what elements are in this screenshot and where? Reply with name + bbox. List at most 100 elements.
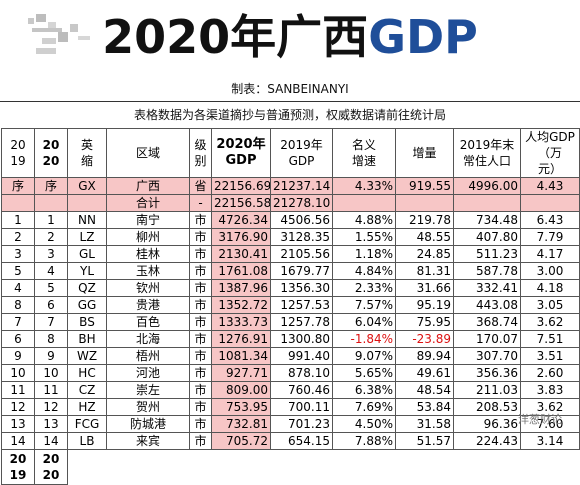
cell-gdp-2019: 1257.53: [270, 296, 333, 314]
cell-gdp-2020: 22156.69: [211, 177, 271, 195]
cell-per-capita: 7.51: [520, 330, 580, 348]
cell-gdp-2019: 3128.35: [270, 228, 333, 246]
cell-increase: 31.58: [395, 415, 454, 433]
cell-rank-2019: 14: [1, 432, 35, 450]
header-nominal-rate: 名义 增速: [332, 128, 396, 178]
cell-per-capita: 3.62: [520, 313, 580, 331]
cell-rank-2019: [1, 194, 35, 212]
footer-empty-cell: [332, 449, 396, 485]
cell-region: 玉林: [106, 262, 190, 280]
footer-rank-2019: 20 19: [1, 449, 35, 485]
cell-per-capita: 3.83: [520, 381, 580, 399]
header-increase: 增量: [395, 128, 454, 178]
cell-abbr: YL: [67, 262, 107, 280]
cell-rank-2019: 7: [1, 313, 35, 331]
cell-rank-2019: 序: [1, 177, 35, 195]
cell-abbr: [67, 194, 107, 212]
header-gdp-2019: 2019年 GDP: [270, 128, 333, 178]
cell-rank-2019: 8: [1, 296, 35, 314]
header-gdp-2020: 2020年 GDP: [211, 128, 271, 178]
cell-gdp-2020: 753.95: [211, 398, 271, 416]
header-population-line: 2019年末: [459, 138, 515, 152]
cell-increase: 95.19: [395, 296, 454, 314]
cell-rank-2019: 6: [1, 330, 35, 348]
header-abbr-line: 英: [80, 138, 93, 152]
cell-abbr: HZ: [67, 398, 107, 416]
cell-level: 市: [189, 262, 212, 280]
header-population: 2019年末 常住人口: [453, 128, 521, 178]
footer-empty-cell: [270, 449, 333, 485]
cell-increase: 75.95: [395, 313, 454, 331]
cell-region: 崇左: [106, 381, 190, 399]
header-rank-2019-line: 20: [10, 138, 26, 152]
cell-gdp-2020: 2130.41: [211, 245, 271, 263]
cell-gdp-2020: 4726.34: [211, 211, 271, 229]
cell-nominal-rate: 2.33%: [332, 279, 396, 297]
cell-gdp-2019: 21278.10: [270, 194, 333, 212]
header-region: 区域: [106, 128, 190, 178]
title-area: 2020年广西GDP: [0, 0, 580, 76]
cell-abbr: LB: [67, 432, 107, 450]
cell-nominal-rate: 1.18%: [332, 245, 396, 263]
footer-empty-cell: [395, 449, 454, 485]
cell-abbr: BS: [67, 313, 107, 331]
table-row: 7 7 BS 百色市 1333.73 1257.78 6.04% 75.95 368.74 3.6…: [1, 313, 580, 331]
cell-increase: 49.61: [395, 364, 454, 382]
table-row: 10 10 HC 河池市 927.71 878.10 5.65% 49.61 356.36 2.6…: [1, 364, 580, 382]
cell-rank-2020: 5: [34, 279, 68, 297]
cell-population: 332.41: [453, 279, 521, 297]
cell-increase: [395, 194, 454, 212]
cell-gdp-2019: 701.23: [270, 415, 333, 433]
cell-abbr: NN: [67, 211, 107, 229]
cell-rank-2019: 13: [1, 415, 35, 433]
cell-gdp-2019: 991.40: [270, 347, 333, 365]
cell-level: 省: [189, 177, 212, 195]
cell-level: 市: [189, 415, 212, 433]
cell-rank-2020: 1: [34, 211, 68, 229]
maker-label: 制表：SANBEINANYI: [231, 82, 349, 96]
cell-population: 208.53: [453, 398, 521, 416]
header-per-capita-line: 元）: [537, 162, 562, 176]
table-row: 合计 -22156.58 21278.10: [1, 194, 580, 212]
cell-nominal-rate: 6.38%: [332, 381, 396, 399]
cell-rank-2020: 14: [34, 432, 68, 450]
cell-rank-2019: 9: [1, 347, 35, 365]
cell-abbr: GG: [67, 296, 107, 314]
header-level-line: 别: [194, 154, 207, 168]
cell-region: 钦州: [106, 279, 190, 297]
cell-gdp-2020: 1276.91: [211, 330, 271, 348]
footer-rank-2020: 20 20: [34, 449, 68, 485]
cell-gdp-2019: 4506.56: [270, 211, 333, 229]
cell-nominal-rate: [332, 194, 396, 212]
table-row: 11 11 CZ 崇左市 809.00 760.46 6.38% 48.54 211.03 3.8…: [1, 381, 580, 399]
cell-rank-2020: [34, 194, 68, 212]
cell-abbr: QZ: [67, 279, 107, 297]
cell-gdp-2019: 700.11: [270, 398, 333, 416]
header-gdp-2020-line: 2020年: [216, 137, 266, 152]
cell-gdp-2020: 1081.34: [211, 347, 271, 365]
cell-population: 734.48: [453, 211, 521, 229]
cell-population: 307.70: [453, 347, 521, 365]
cell-abbr: GL: [67, 245, 107, 263]
footer-empty-cell: [211, 449, 271, 485]
cell-population: 224.43: [453, 432, 521, 450]
cell-per-capita: 4.17: [520, 245, 580, 263]
cell-region: 合计: [106, 194, 190, 212]
cell-population: 170.07: [453, 330, 521, 348]
cell-gdp-2019: 1257.78: [270, 313, 333, 331]
cell-rank-2019: 10: [1, 364, 35, 382]
cell-region: 广西: [106, 177, 190, 195]
cell-rank-2020: 2: [34, 228, 68, 246]
cell-gdp-2019: 21237.14: [270, 177, 333, 195]
footer-rank-2019-line: 19: [9, 468, 27, 482]
cell-population: 587.78: [453, 262, 521, 280]
footer-rank-2019-line: 20: [9, 452, 27, 466]
cell-level: 市: [189, 432, 212, 450]
cell-increase: 51.57: [395, 432, 454, 450]
cell-rank-2020: 3: [34, 245, 68, 263]
header-rank-2019-line: 19: [10, 154, 26, 168]
cell-rank-2020: 13: [34, 415, 68, 433]
cell-nominal-rate: 1.55%: [332, 228, 396, 246]
cell-increase: 81.31: [395, 262, 454, 280]
cell-level: 市: [189, 398, 212, 416]
